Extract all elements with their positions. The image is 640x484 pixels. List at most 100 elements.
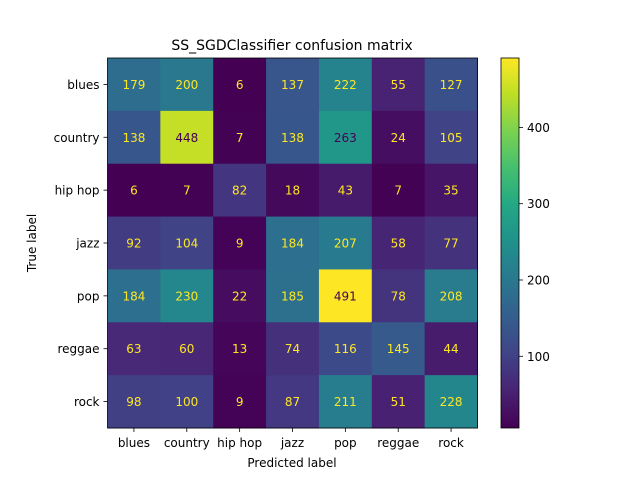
heatmap-cell bbox=[424, 110, 478, 165]
cell-value-label: 55 bbox=[391, 78, 406, 92]
cell-value-label: 87 bbox=[285, 395, 300, 409]
heatmap-cell bbox=[371, 163, 426, 218]
chart-title: SS_SGDClassifier confusion matrix bbox=[171, 38, 412, 54]
cell-value-label: 137 bbox=[281, 78, 304, 92]
cell-value-label: 145 bbox=[387, 342, 410, 356]
heatmap-cell bbox=[318, 58, 373, 112]
cell-value-label: 51 bbox=[391, 395, 406, 409]
heatmap-cell bbox=[107, 375, 161, 429]
heatmap-cell bbox=[424, 163, 478, 218]
cell-value-label: 43 bbox=[338, 184, 353, 198]
x-axis: blues country hip hop jazz pop reggae rock bbox=[118, 428, 464, 450]
cell-value-label: 24 bbox=[391, 131, 406, 145]
cell-value-label: 7 bbox=[183, 184, 191, 198]
x-tick-label: country bbox=[164, 436, 210, 450]
colorbar-tick-label: 400 bbox=[527, 121, 550, 135]
cell-value-label: 82 bbox=[232, 184, 247, 198]
heatmap-cell bbox=[424, 216, 478, 270]
heatmap-cell bbox=[424, 58, 478, 112]
cell-value-label: 228 bbox=[440, 395, 463, 409]
cell-value-label: 6 bbox=[130, 184, 138, 198]
cell-value-label: 105 bbox=[440, 131, 463, 145]
heatmap-cell bbox=[213, 216, 267, 270]
cell-value-label: 207 bbox=[334, 237, 357, 251]
heatmap-cell bbox=[371, 375, 426, 429]
cell-value-label: 230 bbox=[175, 289, 198, 303]
cell-value-label: 104 bbox=[175, 237, 198, 251]
y-tick-label: pop bbox=[77, 289, 100, 303]
cell-value-label: 7 bbox=[236, 131, 244, 145]
heatmap-cell bbox=[107, 163, 161, 218]
heatmap-cell bbox=[160, 58, 214, 112]
heatmap-cell bbox=[266, 110, 320, 165]
cell-value-label: 7 bbox=[394, 184, 402, 198]
cell-value-label: 22 bbox=[232, 289, 247, 303]
cell-value-label: 200 bbox=[175, 78, 198, 92]
cell-value-label: 58 bbox=[391, 237, 406, 251]
cell-value-label: 77 bbox=[443, 237, 458, 251]
cell-value-label: 35 bbox=[443, 184, 458, 198]
x-tick-label: blues bbox=[118, 436, 150, 450]
heatmap-cell bbox=[266, 163, 320, 218]
colorbar bbox=[500, 57, 520, 429]
cell-value-label: 6 bbox=[236, 78, 244, 92]
heatmap-cell bbox=[160, 269, 214, 323]
heatmap-cell bbox=[371, 110, 426, 165]
cell-value-label: 9 bbox=[236, 237, 244, 251]
heatmap-cell bbox=[213, 163, 267, 218]
heatmap-cell bbox=[318, 216, 373, 270]
cell-value-label: 448 bbox=[175, 131, 198, 145]
y-axis: blues country hip hop jazz pop reggae rock bbox=[54, 78, 108, 409]
colorbar-tick-label: 300 bbox=[527, 197, 550, 211]
cell-value-label: 74 bbox=[285, 342, 300, 356]
cell-value-label: 179 bbox=[122, 78, 145, 92]
y-tick-label: hip hop bbox=[55, 184, 100, 198]
x-axis-label: Predicted label bbox=[247, 456, 336, 470]
heatmap-cell bbox=[266, 375, 320, 429]
heatmap-cell bbox=[107, 216, 161, 270]
heatmap-cell bbox=[107, 58, 161, 112]
heatmap-cell bbox=[213, 58, 267, 112]
colorbar-ticks: 100 200 300 400 bbox=[519, 121, 550, 364]
cell-value-label: 116 bbox=[334, 342, 357, 356]
cell-value-label: 92 bbox=[126, 237, 141, 251]
heatmap-cell bbox=[318, 375, 373, 429]
y-tick-label: jazz bbox=[75, 237, 99, 251]
heatmap-cell bbox=[266, 322, 320, 376]
cell-value-label: 13 bbox=[232, 342, 247, 356]
cell-value-label: 60 bbox=[179, 342, 194, 356]
cell-value-label: 211 bbox=[334, 395, 357, 409]
y-axis-label: True label bbox=[25, 214, 39, 273]
cell-value-label: 9 bbox=[236, 395, 244, 409]
heatmap-cell bbox=[213, 110, 267, 165]
cell-value-label: 184 bbox=[281, 237, 304, 251]
heatmap-cell bbox=[160, 322, 214, 376]
cell-value-label: 222 bbox=[334, 78, 357, 92]
cell-value-label: 138 bbox=[281, 131, 304, 145]
heatmap-cell bbox=[266, 269, 320, 323]
colorbar-tick-label: 100 bbox=[527, 350, 550, 364]
heatmap-cell bbox=[266, 216, 320, 270]
heatmap-cell bbox=[318, 269, 373, 323]
cell-value-label: 127 bbox=[440, 78, 463, 92]
heatmap-cell bbox=[371, 58, 426, 112]
colorbar-tick-label: 200 bbox=[527, 274, 550, 288]
cell-value-label: 98 bbox=[126, 395, 141, 409]
cell-value-label: 63 bbox=[126, 342, 141, 356]
y-tick-label: country bbox=[54, 131, 100, 145]
cell-value-label: 263 bbox=[334, 131, 357, 145]
cell-value-label: 185 bbox=[281, 289, 304, 303]
y-tick-label: blues bbox=[67, 78, 99, 92]
heatmap-cell bbox=[371, 269, 426, 323]
x-tick-label: hip hop bbox=[217, 436, 262, 450]
heatmap-cell bbox=[213, 269, 267, 323]
x-tick-label: rock bbox=[438, 436, 464, 450]
x-tick-label: reggae bbox=[377, 436, 419, 450]
x-tick-label: pop bbox=[334, 436, 357, 450]
heatmap-cell bbox=[107, 110, 161, 165]
heatmap-cell bbox=[107, 269, 161, 323]
heatmap-cell bbox=[213, 322, 267, 376]
y-tick-label: rock bbox=[74, 395, 100, 409]
